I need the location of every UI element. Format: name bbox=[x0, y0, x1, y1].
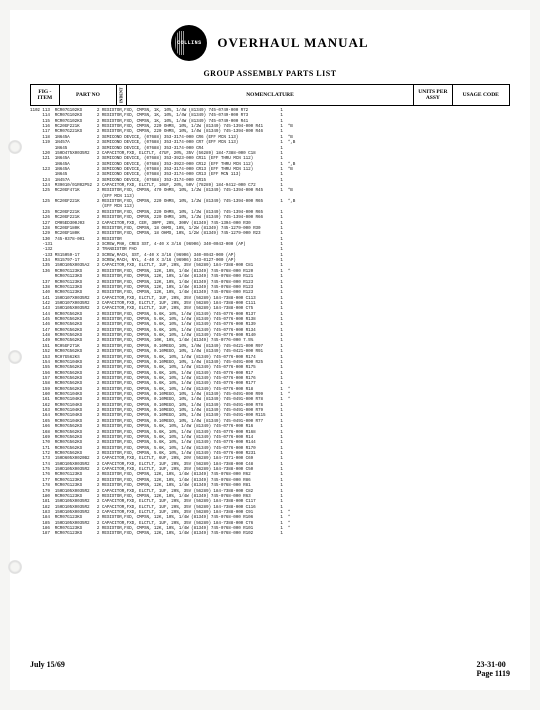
logo-text: COLLINS bbox=[177, 40, 202, 46]
manual-title: OVERHAUL MANUAL bbox=[217, 35, 368, 51]
page: COLLINS OVERHAUL MANUAL GROUP ASSEMBLY P… bbox=[10, 10, 530, 690]
col-part-no: PART NO bbox=[59, 85, 116, 106]
punch-hole bbox=[8, 140, 22, 154]
parts-list-body: 1102 113 RCR07G102KS 2 RESISTOR,FXD, CMP… bbox=[30, 108, 510, 537]
footer-date: July 15/69 bbox=[30, 660, 65, 678]
section-subtitle: GROUP ASSEMBLY PARTS LIST bbox=[30, 69, 510, 78]
col-usage-code: USAGE CODE bbox=[452, 85, 510, 106]
col-indent: INDENT bbox=[117, 85, 127, 106]
col-nomenclature: NOMENCLATURE bbox=[126, 85, 413, 106]
column-header-table: FIG - ITEM PART NO INDENT NOMENCLATURE U… bbox=[30, 84, 510, 106]
footer: July 15/69 23-31-00Page 1119 bbox=[30, 660, 510, 678]
punch-hole bbox=[8, 560, 22, 574]
col-units-per-assy: UNITS PER ASSY bbox=[414, 85, 452, 106]
col-fig-item: FIG - ITEM bbox=[31, 85, 60, 106]
collins-logo: COLLINS bbox=[171, 25, 207, 61]
punch-hole bbox=[8, 350, 22, 364]
header: COLLINS OVERHAUL MANUAL bbox=[30, 25, 510, 61]
footer-section-page: 23-31-00Page 1119 bbox=[476, 660, 510, 678]
